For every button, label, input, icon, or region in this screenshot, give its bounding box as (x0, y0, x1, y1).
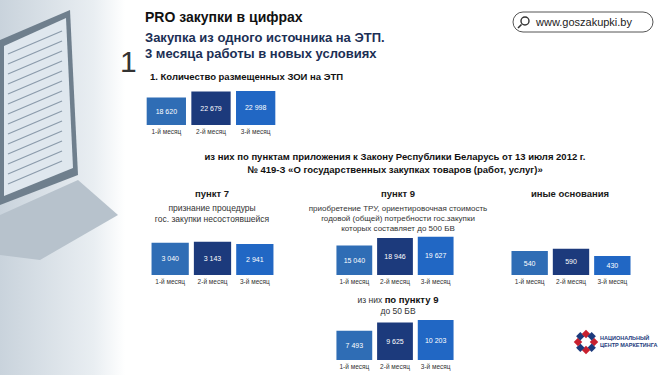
svg-text:1-й месяц: 1-й месяц (515, 278, 545, 286)
svg-text:2-й месяц: 2-й месяц (380, 363, 410, 371)
svg-text:1-й месяц: 1-й месяц (155, 278, 185, 286)
svg-text:540: 540 (524, 260, 536, 267)
svg-text:гос. закупки несостоявшейся: гос. закупки несостоявшейся (155, 214, 270, 224)
svg-text:годовой (общей) потребности го: годовой (общей) потребности гос.закупки (321, 214, 475, 223)
svg-text:ЦЕНТР МАРКЕТИНГА: ЦЕНТР МАРКЕТИНГА (600, 342, 658, 348)
svg-text:3-й месяц: 3-й месяц (421, 363, 451, 371)
svg-text:7 493: 7 493 (346, 342, 364, 349)
svg-text:пункт 9: пункт 9 (381, 188, 415, 199)
svg-text:3 040: 3 040 (161, 255, 179, 262)
svg-text:3 месяца работы в новых услови: 3 месяца работы в новых условиях (145, 46, 377, 61)
svg-text:2-й месяц: 2-й месяц (198, 278, 228, 286)
svg-text:иные основания: иные основания (531, 188, 609, 199)
svg-text:приобретение ТРУ, ориентировоч: приобретение ТРУ, ориентировочная стоимо… (309, 204, 488, 213)
svg-text:22 998: 22 998 (245, 104, 267, 111)
svg-text:пункт 7: пункт 7 (195, 188, 229, 199)
svg-text:№ 419-З «О государственных зак: № 419-З «О государственных закупках това… (247, 164, 542, 175)
svg-text:10 203: 10 203 (425, 337, 447, 344)
svg-text:1-й месяц: 1-й месяц (339, 363, 369, 371)
svg-text:3-й месяц: 3-й месяц (240, 278, 270, 286)
svg-text:которых составляет до 500 БВ: которых составляет до 500 БВ (341, 224, 455, 233)
svg-text:2 941: 2 941 (246, 256, 264, 263)
svg-text:3-й месяц: 3-й месяц (421, 278, 451, 286)
svg-text:из них по пункту 9: из них по пункту 9 (358, 294, 439, 305)
svg-text:до 50 БВ: до 50 БВ (380, 306, 415, 316)
svg-text:19 627: 19 627 (425, 252, 447, 259)
svg-text:2-й месяц: 2-й месяц (556, 278, 586, 286)
svg-text:1. Количество размещенных ЗОИ: 1. Количество размещенных ЗОИ на ЭТП (150, 71, 343, 82)
svg-text:НАЦИОНАЛЬНЫЙ: НАЦИОНАЛЬНЫЙ (600, 334, 649, 341)
svg-text:18 620: 18 620 (156, 108, 178, 115)
svg-text:3-й месяц: 3-й месяц (241, 128, 271, 136)
svg-text:590: 590 (565, 258, 577, 265)
svg-text:18 946: 18 946 (384, 253, 406, 260)
svg-text:Закупка из одного источника на: Закупка из одного источника на ЭТП. (145, 30, 385, 45)
svg-text:2-й месяц: 2-й месяц (380, 278, 410, 286)
svg-text:3 143: 3 143 (204, 255, 222, 262)
svg-text:430: 430 (606, 262, 618, 269)
svg-text:признание процедуры: признание процедуры (168, 203, 255, 213)
svg-text:1-й месяц: 1-й месяц (339, 278, 369, 286)
svg-text:3-й месяц: 3-й месяц (597, 278, 627, 286)
svg-text:1-й месяц: 1-й месяц (151, 128, 181, 136)
svg-text:PRO закупки в цифрах: PRO закупки в цифрах (145, 9, 303, 25)
svg-text:www.goszakupki.by: www.goszakupki.by (535, 16, 632, 28)
svg-text:из них по пунктам приложения к: из них по пунктам приложения к Закону Ре… (205, 151, 586, 162)
svg-text:2-й месяц: 2-й месяц (196, 128, 226, 136)
svg-text:9 625: 9 625 (386, 338, 404, 345)
svg-text:22 679: 22 679 (200, 105, 222, 112)
svg-text:1: 1 (120, 45, 137, 78)
svg-text:15 040: 15 040 (344, 257, 366, 264)
